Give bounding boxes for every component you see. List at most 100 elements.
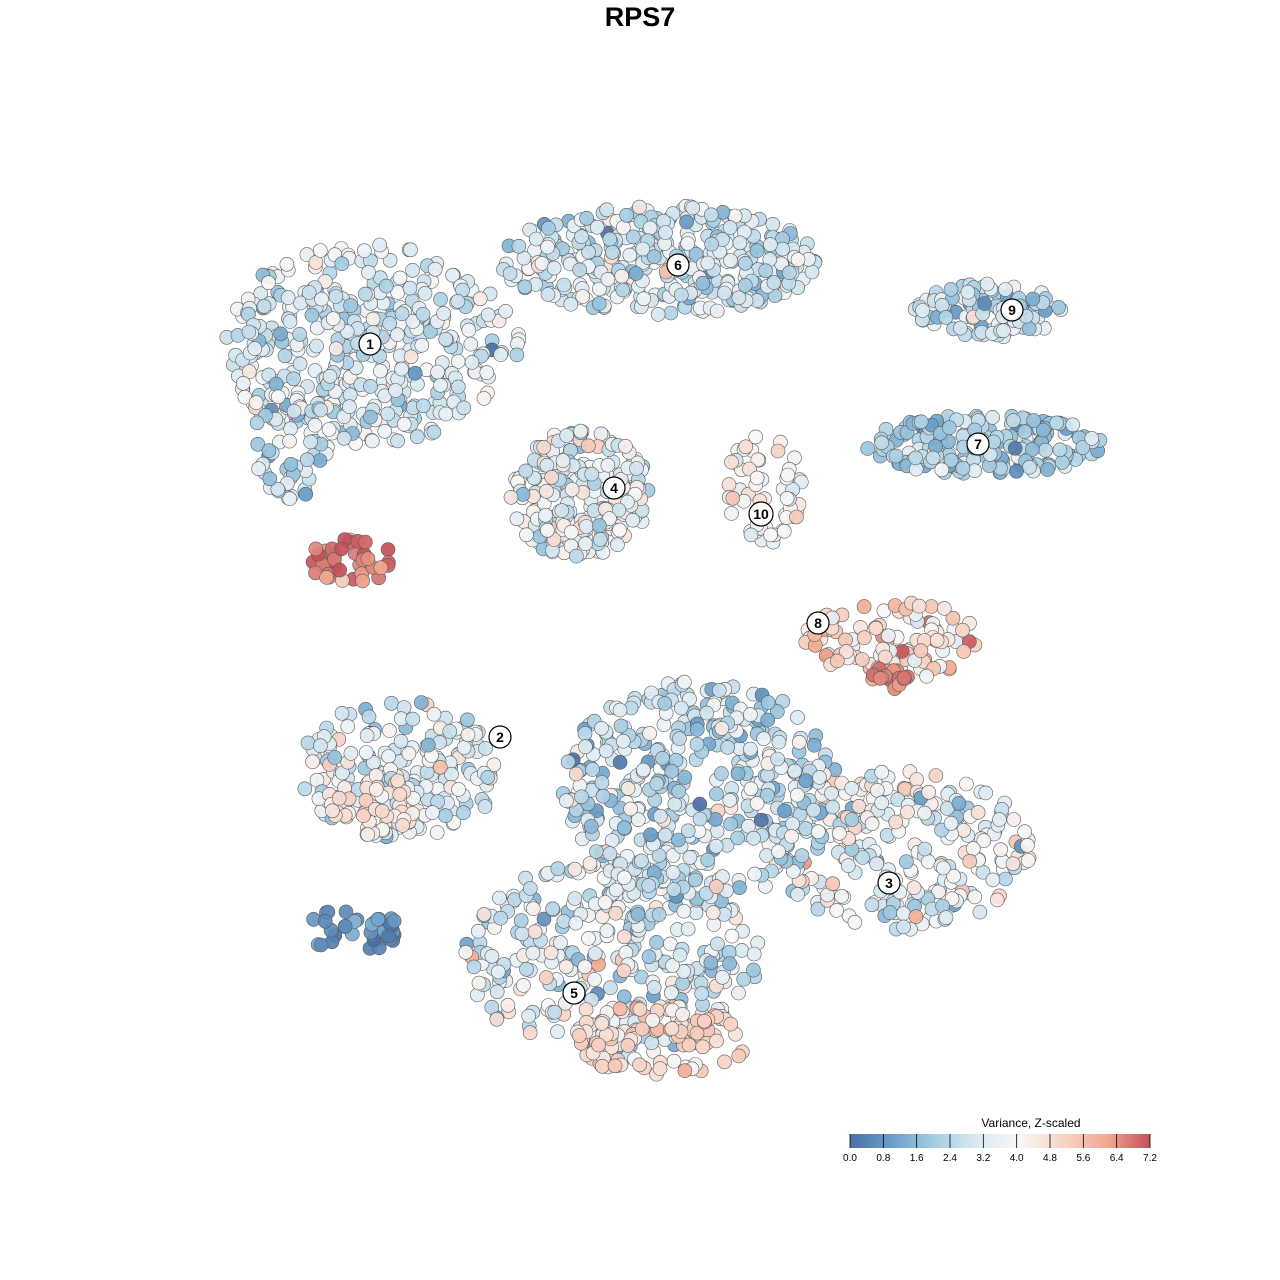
cluster-label-9: 9: [1000, 298, 1024, 322]
scatter-point: [403, 349, 419, 365]
scatter-point: [261, 275, 276, 291]
scatter-point: [619, 208, 634, 223]
scatter-point: [725, 490, 741, 506]
scatter-point: [1052, 442, 1068, 458]
scatter-point: [540, 239, 555, 255]
scatter-point: [384, 695, 399, 711]
scatter-point: [676, 903, 692, 919]
scatter-point: [616, 963, 632, 979]
scatter-point: [618, 945, 634, 961]
scatter-point: [847, 914, 863, 930]
scatter-point: [602, 846, 618, 861]
scatter-point: [652, 808, 668, 824]
cluster-label-text: 3: [885, 875, 893, 891]
scatter-point: [342, 399, 357, 415]
scatter-point: [574, 789, 589, 805]
scatter-point: [517, 279, 533, 295]
scatter-point: [665, 865, 681, 880]
scatter-point: [868, 620, 884, 636]
scatter-point: [705, 905, 721, 920]
scatter-point: [623, 801, 638, 817]
scatter-point: [382, 723, 397, 738]
scatter-point: [502, 266, 518, 281]
scatter-point: [784, 829, 799, 844]
scatter-point: [664, 1021, 680, 1036]
scatter-point: [438, 406, 454, 422]
scatter-point: [587, 972, 602, 987]
scatter-point: [743, 741, 758, 757]
scatter-point: [915, 303, 930, 318]
scatter-point: [860, 441, 876, 456]
scatter-point: [1021, 321, 1037, 336]
scatter-point: [832, 825, 847, 841]
scatter-point: [909, 772, 925, 787]
scatter-point: [305, 754, 320, 770]
scatter-point: [650, 307, 666, 322]
scatter-point: [720, 740, 736, 755]
scatter-point: [1024, 442, 1040, 457]
scatter-point: [286, 403, 302, 419]
scatter-point: [456, 400, 472, 416]
scatter-point: [643, 827, 658, 843]
scatter-point: [603, 980, 618, 996]
scatter-point: [829, 653, 845, 669]
scatter-point: [632, 1057, 647, 1073]
scatter-point: [363, 409, 378, 425]
scatter-point: [456, 805, 471, 821]
scatter-point: [577, 959, 593, 975]
scatter-point: [704, 236, 719, 252]
scatter-point: [888, 814, 904, 830]
scatter-point: [519, 961, 534, 977]
scatter-point: [476, 391, 492, 406]
scatter-point: [574, 229, 589, 244]
scatter-point: [663, 985, 679, 1001]
scatter-point: [810, 824, 826, 840]
scatter-point: [703, 207, 719, 223]
scatter-point: [438, 331, 454, 347]
scatter-point: [343, 746, 359, 761]
scatter-point: [361, 709, 377, 725]
scatter-point: [724, 506, 739, 521]
scatter-point: [834, 888, 849, 904]
scatter-point: [493, 910, 509, 926]
scatter-point: [509, 511, 525, 527]
scatter-point: [917, 805, 932, 821]
scatter-point: [334, 541, 349, 557]
scatter-point: [913, 643, 929, 659]
scatter-point: [592, 518, 607, 533]
scatter-point: [364, 433, 380, 449]
scatter-point: [782, 265, 797, 281]
scatter-point: [550, 861, 566, 877]
scatter-point: [717, 1054, 732, 1070]
scatter-point: [445, 267, 460, 283]
colorbar-tick-label: 1.6: [910, 1153, 924, 1164]
scatter-point: [567, 861, 583, 877]
scatter-point: [791, 734, 807, 750]
scatter-point: [692, 811, 708, 827]
scatter-point: [519, 527, 534, 543]
scatter-point: [996, 323, 1011, 339]
scatter-point: [1075, 440, 1091, 455]
scatter-point: [299, 452, 315, 468]
scatter-point: [415, 398, 431, 414]
scatter-point: [328, 289, 344, 304]
scatter-point: [554, 503, 570, 518]
scatter-point: [242, 364, 257, 379]
scatter-point: [325, 311, 341, 327]
scatter-point: [616, 820, 632, 836]
scatter-point: [743, 707, 758, 722]
scatter-point: [602, 511, 617, 526]
scatter-point: [732, 880, 747, 896]
scatter-point: [874, 764, 890, 780]
scatter-point: [840, 858, 856, 873]
scatter-point: [360, 827, 376, 842]
scatter-point: [327, 750, 343, 765]
scatter-point: [312, 243, 328, 258]
scatter-point: [941, 420, 957, 436]
scatter-point: [413, 695, 429, 710]
scatter-point: [787, 763, 803, 779]
scatter-point: [581, 931, 596, 946]
scatter-point: [370, 911, 386, 927]
scatter-point: [313, 402, 329, 418]
scatter-point: [426, 706, 442, 722]
